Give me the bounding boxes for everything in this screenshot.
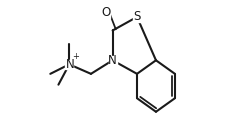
Bar xyxy=(65,60,73,69)
Bar xyxy=(132,12,140,22)
Text: O: O xyxy=(101,6,110,19)
Bar xyxy=(108,56,116,65)
Text: N: N xyxy=(66,58,75,71)
Text: S: S xyxy=(133,10,140,23)
Text: N: N xyxy=(108,54,116,67)
Text: +: + xyxy=(72,52,79,61)
Bar xyxy=(101,8,109,18)
